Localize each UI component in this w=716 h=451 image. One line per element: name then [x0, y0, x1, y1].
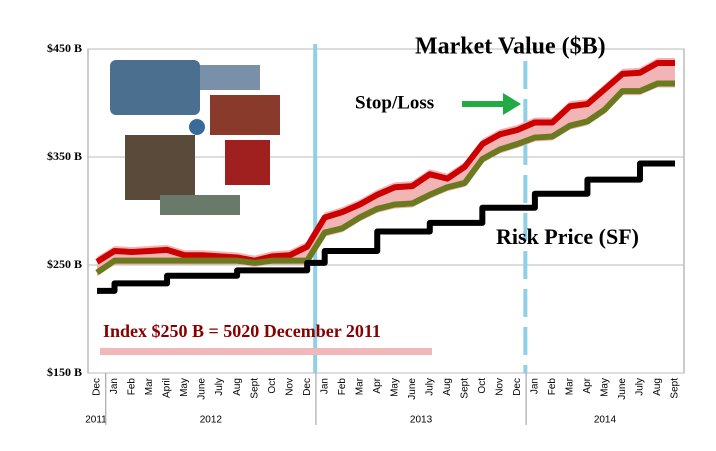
x-tick-label: Sept [249, 378, 260, 399]
data-line [95, 80, 675, 276]
x-tick-label: Feb [337, 378, 348, 396]
x-tick-label: Mar [565, 377, 576, 395]
x-tick-label: Apr [582, 377, 593, 393]
x-tick-label: Nov [284, 378, 295, 396]
x-tick-label: May [600, 378, 611, 397]
x-tick-label: Oct [477, 378, 488, 394]
x-tick-label: June [197, 378, 208, 400]
x-tick-label: Jan [109, 378, 120, 394]
x-tick-label: April [162, 378, 173, 398]
x-tick-label: Oct [267, 378, 278, 394]
series-label: Risk Price (SF) [496, 224, 639, 249]
annotation: Index $250 B = 5020 December 2011 [103, 321, 381, 341]
x-tick-label: May [179, 378, 190, 397]
y-tick-label: $250 B [47, 257, 82, 271]
x-tick-label: Dec [92, 378, 103, 396]
transport-illustration [110, 60, 280, 215]
year-label: 2014 [594, 415, 617, 426]
year-label: 2011 [85, 415, 107, 426]
year-label: 2013 [410, 415, 433, 426]
x-tick-label: July [635, 378, 646, 396]
annotation: Stop/Loss [355, 92, 434, 113]
chart-title: Market Value ($B) [415, 34, 606, 60]
x-tick-label: Dec [302, 378, 313, 396]
x-tick-label: May [389, 378, 400, 397]
x-tick-label: Aug [442, 378, 453, 396]
x-tick-label: Jan [530, 378, 541, 394]
y-tick-label: $350 B [47, 149, 82, 163]
x-tick-label: Sept [459, 378, 470, 399]
y-tick-label: $150 B [47, 365, 82, 379]
index-underline [100, 348, 432, 355]
x-tick-label: Feb [547, 378, 558, 396]
x-tick-label: July [214, 378, 225, 396]
x-tick-label: Nov [494, 378, 505, 396]
stop-loss-arrow [462, 93, 521, 115]
x-tick-label: Feb [127, 378, 138, 396]
x-tick-label: Mar [144, 377, 155, 395]
data-line [95, 60, 675, 265]
x-tick-label: Dec [512, 378, 523, 396]
y-tick-label: $450 B [47, 41, 82, 55]
x-tick-label: June [617, 378, 628, 400]
x-tick-label: Aug [232, 378, 243, 396]
x-tick-label: July [424, 378, 435, 396]
data-line [97, 160, 675, 294]
x-tick-label: Aug [652, 378, 663, 396]
x-tick-label: Apr [372, 377, 383, 393]
x-tick-label: Sept [670, 378, 681, 399]
x-tick-label: June [407, 378, 418, 400]
year-label: 2012 [200, 415, 223, 426]
x-tick-label: Mar [354, 377, 365, 395]
x-tick-label: Jan [319, 378, 330, 394]
